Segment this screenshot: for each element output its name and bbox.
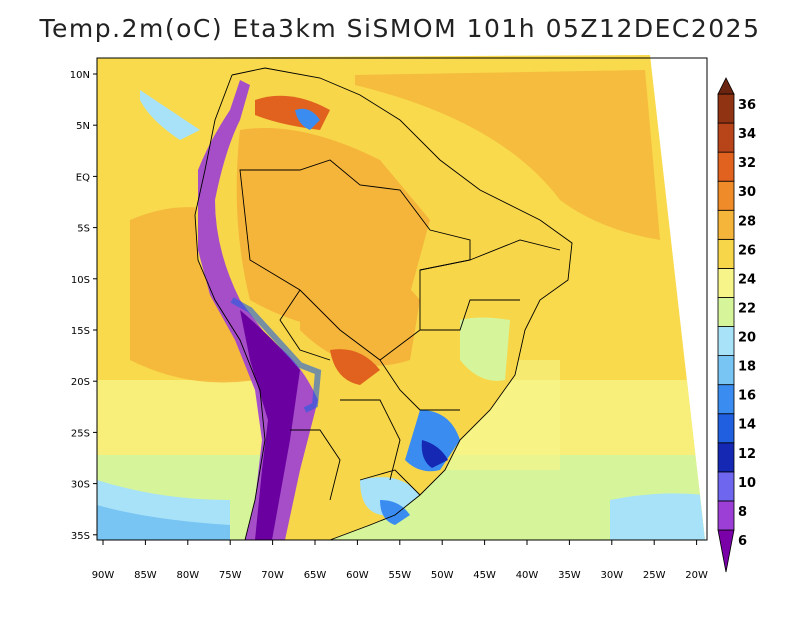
colorbar-label: 16 bbox=[738, 389, 756, 404]
colorbar-label: 14 bbox=[738, 418, 756, 433]
colorbar-label: 12 bbox=[738, 447, 756, 462]
colorbar-swatch bbox=[717, 209, 735, 240]
lat-tick-label: 10S bbox=[71, 275, 90, 286]
lon-tick-label: 85W bbox=[134, 570, 157, 581]
lat-tick-label: 10N bbox=[70, 70, 90, 81]
colorbar-swatch bbox=[717, 413, 735, 444]
map-title: Temp.2m(oC) Eta3km SiSMOM 101h 05Z12DEC2… bbox=[39, 14, 761, 43]
map-frame bbox=[96, 57, 708, 541]
colorbar-swatch bbox=[717, 471, 735, 502]
lon-tick-label: 50W bbox=[431, 570, 454, 581]
colorbar-swatch bbox=[717, 326, 735, 356]
temperature-field bbox=[97, 55, 705, 540]
lat-tick-label: 25S bbox=[71, 428, 90, 439]
colorbar-label: 36 bbox=[738, 98, 756, 113]
lon-tick-label: 30W bbox=[600, 570, 623, 581]
colorbar-label: 6 bbox=[738, 534, 747, 549]
colorbar-label: 32 bbox=[738, 156, 756, 171]
colorbar-label: 30 bbox=[738, 185, 756, 200]
lat-tick-label: 15S bbox=[71, 326, 90, 337]
colorbar-label: 26 bbox=[738, 243, 756, 258]
colorbar-swatch bbox=[717, 267, 735, 298]
colorbar-label: 10 bbox=[738, 476, 756, 491]
colorbar-label: 18 bbox=[738, 360, 756, 375]
colorbar-label: 24 bbox=[738, 272, 756, 287]
colorbar-swatch bbox=[717, 500, 735, 531]
lon-tick-label: 20W bbox=[685, 570, 708, 581]
colorbar-swatch bbox=[717, 384, 735, 415]
lon-tick-label: 65W bbox=[304, 570, 327, 581]
lon-tick-label: 35W bbox=[558, 570, 581, 581]
colorbar-swatch bbox=[717, 238, 735, 269]
colorbar-label: 8 bbox=[738, 505, 747, 520]
colorbar: 6 8 10 12 14 16 18 20 22 24 26 28 30 32 34 36 bbox=[717, 77, 756, 573]
lon-tick-label: 40W bbox=[516, 570, 539, 581]
colorbar-swatch bbox=[717, 93, 735, 124]
colorbar-swatch bbox=[717, 151, 735, 182]
lat-tick-label: 5S bbox=[77, 224, 90, 235]
lat-tick-label: 20S bbox=[71, 377, 90, 388]
colorbar-swatch bbox=[717, 122, 735, 153]
country-boundaries bbox=[194, 67, 573, 541]
colorbar-label: 20 bbox=[738, 331, 756, 346]
lon-tick-label: 90W bbox=[92, 570, 115, 581]
lon-tick-label: 70W bbox=[261, 570, 284, 581]
lon-tick-label: 60W bbox=[346, 570, 369, 581]
colorbar-swatch bbox=[717, 442, 735, 473]
lat-tick-label: 30S bbox=[71, 480, 90, 491]
lat-tick-label: EQ bbox=[76, 172, 90, 183]
lon-tick-label: 55W bbox=[388, 570, 411, 581]
longitude-axis: 90W 85W 80W 75W 70W 65W 60W 55W 50W 45W 40W 35W 30W 2… bbox=[92, 540, 708, 581]
lon-tick-label: 25W bbox=[643, 570, 666, 581]
colorbar-swatch bbox=[717, 355, 735, 386]
lat-tick-label: 5N bbox=[76, 121, 90, 132]
lon-tick-label: 75W bbox=[219, 570, 242, 581]
latitude-axis: 10N 5N EQ 5S 10S 15S 20S 25S 30S 35S bbox=[70, 70, 97, 542]
lon-tick-label: 80W bbox=[176, 570, 199, 581]
colorbar-swatch bbox=[717, 180, 735, 211]
lat-tick-label: 35S bbox=[71, 531, 90, 542]
lon-tick-label: 45W bbox=[473, 570, 496, 581]
colorbar-label: 34 bbox=[738, 127, 756, 142]
colorbar-high-arrow bbox=[717, 77, 735, 95]
colorbar-low-arrow bbox=[717, 529, 735, 573]
colorbar-swatch bbox=[717, 297, 735, 327]
colorbar-label: 28 bbox=[738, 214, 756, 229]
colorbar-label: 22 bbox=[738, 301, 756, 316]
